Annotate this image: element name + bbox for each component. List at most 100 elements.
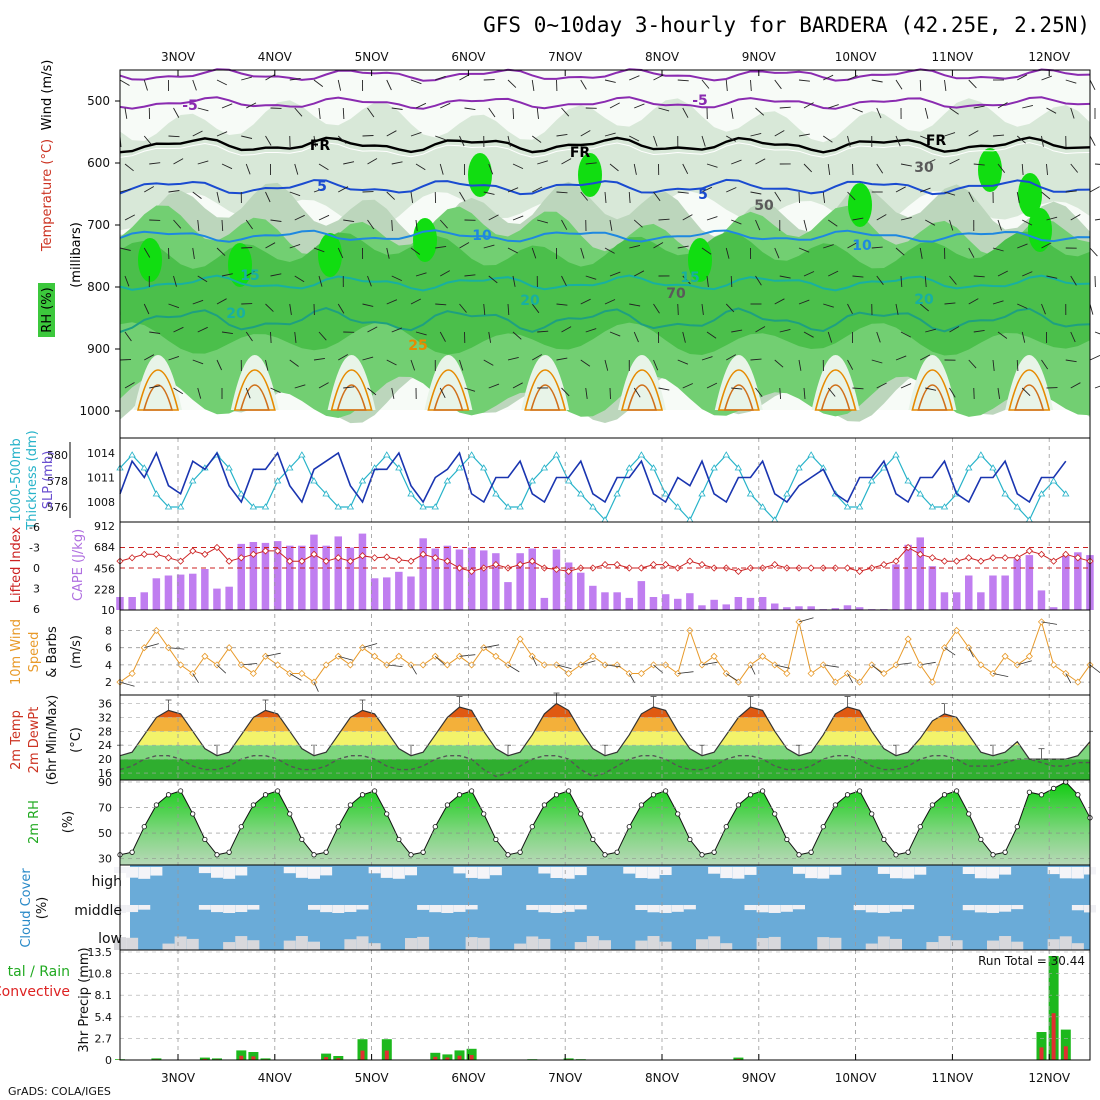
precip-tick-label: 8.1	[95, 989, 113, 1002]
wind-barb	[823, 74, 834, 81]
precip-total-bar	[1036, 1032, 1047, 1060]
thickness-point	[189, 477, 197, 484]
wind-barb	[828, 104, 839, 109]
wind-barb	[609, 219, 613, 231]
cloud-high-gap	[368, 867, 381, 874]
cape-bar	[152, 578, 161, 610]
wind-barb	[949, 107, 959, 115]
thickness-point	[965, 464, 973, 471]
precip-total-bar	[260, 1058, 271, 1060]
wind-barb	[439, 331, 446, 342]
cloud-mid-gap	[756, 905, 769, 913]
wind-barb	[464, 387, 476, 392]
thickness-point	[916, 490, 924, 497]
wind-barb	[701, 356, 713, 361]
cape-bar	[613, 592, 621, 610]
precip-label-b: Convective	[0, 984, 70, 1000]
precip-convective-bar	[1051, 1013, 1056, 1060]
wind-barb	[847, 303, 853, 315]
wind-barb	[823, 244, 834, 249]
cloud-mid-gap	[1071, 905, 1084, 911]
contour-label: 5	[317, 179, 327, 195]
wind-barb	[628, 191, 631, 204]
cape-bar	[1013, 558, 1021, 610]
wind-barb	[245, 331, 253, 342]
rh-2m-point	[372, 788, 378, 794]
lifted-index-point	[807, 564, 815, 572]
cloud-high-gap	[974, 867, 987, 879]
thickness-point	[128, 451, 136, 458]
wind-barb	[1046, 163, 1048, 176]
wind-barb	[653, 242, 664, 249]
wind-barb	[246, 102, 257, 109]
wind-barb	[755, 275, 762, 286]
cloud-high-gap	[465, 867, 478, 878]
wind-barb	[803, 102, 814, 109]
cape-bar	[783, 607, 791, 610]
wind-barb	[221, 273, 233, 277]
wind-barb	[410, 79, 422, 85]
cloud-high-gap	[477, 867, 490, 879]
wind-barb	[415, 219, 418, 231]
wind-barb	[1094, 218, 1100, 221]
wind-barb	[822, 135, 833, 143]
diurnal-spike	[618, 355, 666, 410]
rh-2m-point	[275, 788, 281, 794]
diurnal-spike	[714, 355, 763, 410]
wind-barb	[488, 275, 498, 284]
wind-barb	[197, 326, 208, 333]
cloud-low-gap	[356, 936, 369, 950]
wind-barb	[682, 275, 691, 285]
cape-bar	[661, 594, 670, 610]
wind-barb	[997, 102, 1008, 109]
wind-barb	[216, 298, 227, 305]
cloud-low-gap	[647, 936, 660, 950]
wind-barb	[949, 326, 960, 333]
date-label-top: 9NOV	[742, 50, 777, 64]
temp-contour-10	[119, 229, 1091, 243]
wind-barb	[367, 275, 372, 287]
wind-barb	[852, 217, 864, 221]
temp-contour-30	[1014, 384, 1045, 411]
wind-barb	[435, 303, 447, 306]
temp-contour-25	[717, 369, 760, 411]
chart-title: GFS 0~10day 3-hourly for BARDERA (42.25E…	[483, 13, 1090, 37]
cloud-low-gap	[514, 943, 527, 950]
cape-bar	[273, 541, 282, 610]
thickness-point	[722, 451, 730, 458]
wind-barb	[537, 330, 549, 333]
wind-barb	[1022, 219, 1033, 226]
precip-total-bar	[733, 1057, 744, 1060]
cloud-high-gap	[817, 867, 830, 879]
cloud-low-gap	[877, 936, 890, 950]
thickness-point	[431, 503, 439, 510]
lifted-index-point	[1050, 557, 1058, 565]
cape-bar	[528, 548, 536, 610]
wind-barb	[580, 247, 585, 259]
wind-barb	[265, 135, 272, 146]
wind-barb	[313, 357, 325, 361]
wind-barb	[561, 387, 570, 397]
wind-barb	[1070, 163, 1079, 173]
wind-barb	[216, 359, 223, 371]
wind-barb	[852, 275, 864, 278]
cloud-mid-gap	[974, 905, 987, 913]
cloud-high-gap	[138, 867, 151, 879]
rh-2m-point	[359, 792, 366, 798]
wind-barb	[949, 275, 957, 285]
wind-barb	[580, 298, 591, 305]
cloud-high-gap	[295, 867, 308, 878]
wind-barb	[755, 158, 766, 165]
cloud-high-gap	[550, 867, 563, 878]
wind-barb	[968, 79, 977, 89]
wind-barb	[871, 359, 883, 364]
cape-bar	[795, 606, 803, 610]
date-label-bottom: 6NOV	[451, 1071, 486, 1085]
cloud-low-gap	[720, 943, 733, 950]
cape-bar	[1074, 552, 1082, 610]
rh-2m-point	[1038, 792, 1045, 798]
wind-barb-10m	[774, 664, 790, 669]
wind-barb	[192, 247, 195, 259]
wind-speed-point	[443, 661, 451, 669]
precip-convective-bar	[336, 1058, 341, 1060]
